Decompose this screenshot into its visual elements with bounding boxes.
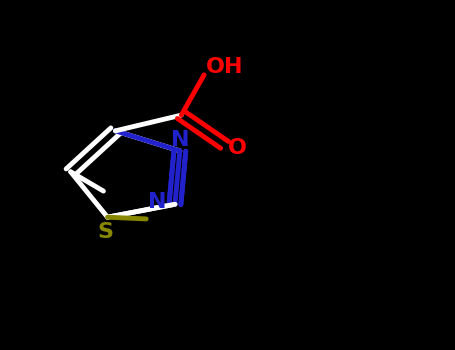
Text: OH: OH [206,57,243,77]
Text: N: N [171,131,189,150]
Text: O: O [228,138,247,158]
Text: N: N [147,193,166,212]
Text: S: S [97,222,113,242]
